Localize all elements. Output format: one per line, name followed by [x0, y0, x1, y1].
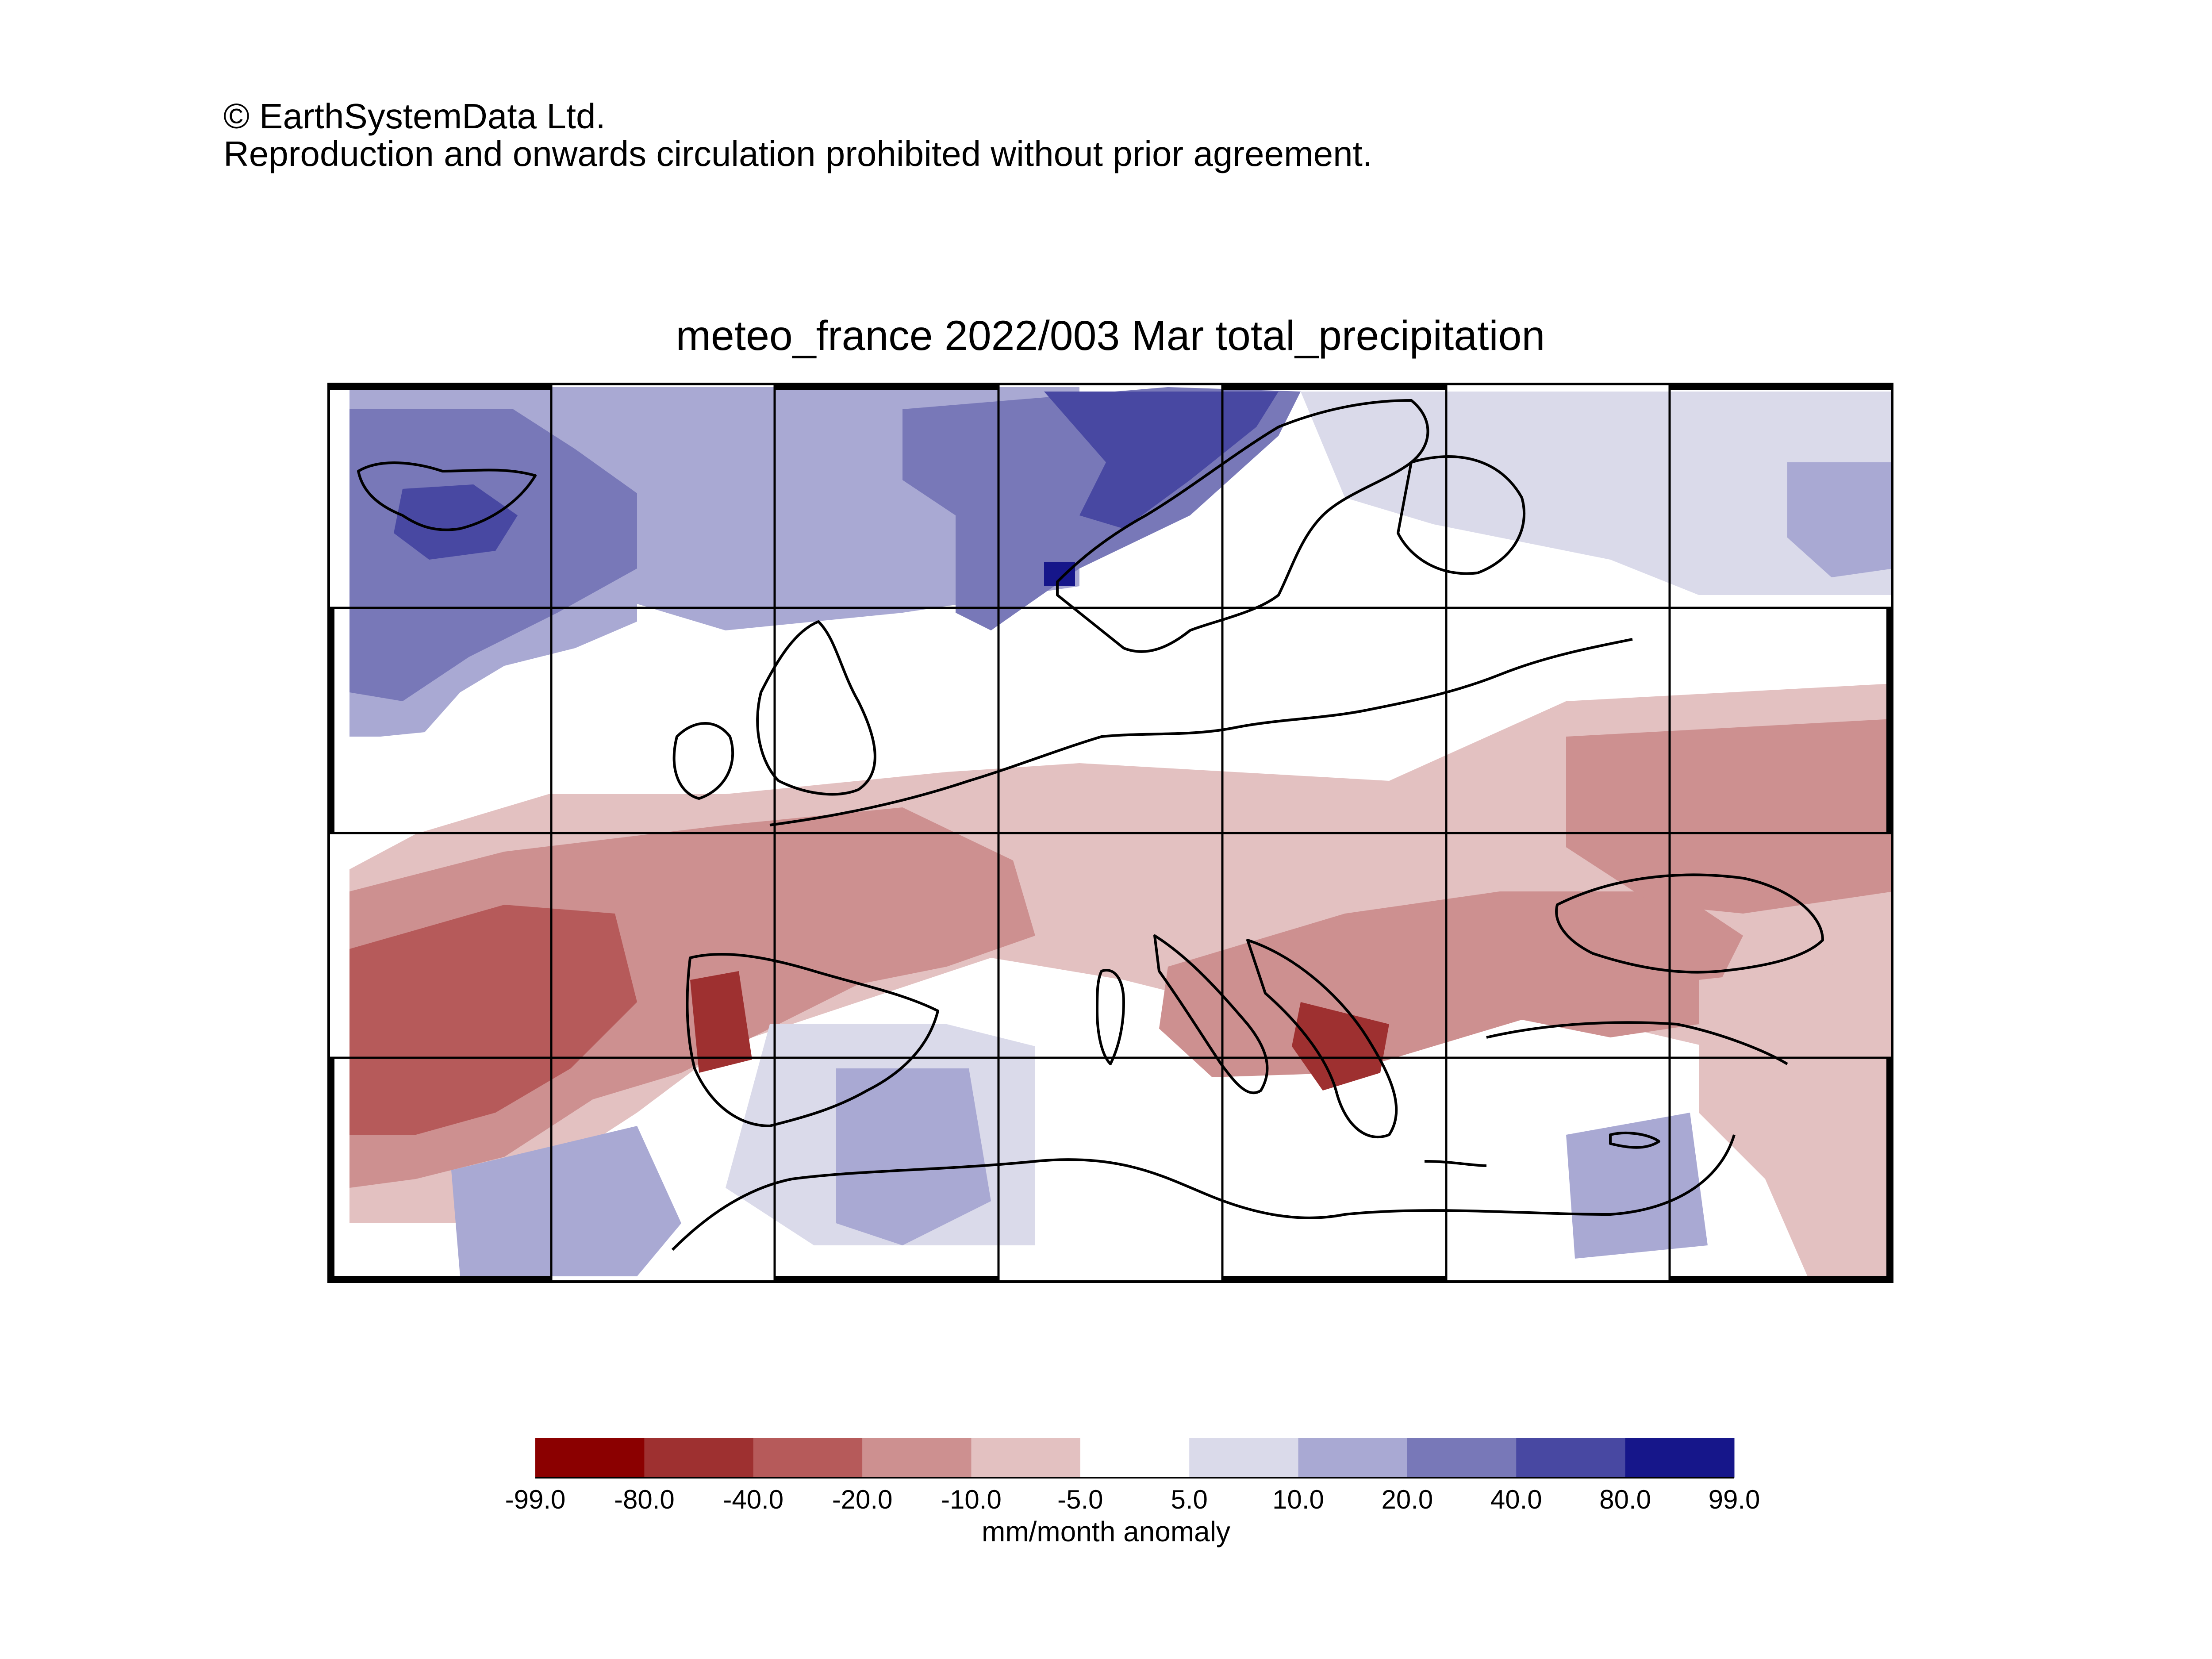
region-iceland-core — [394, 484, 518, 560]
frame-tick-segment — [327, 608, 334, 833]
frame-ticks — [327, 383, 1893, 1283]
coast-balkans-greece — [1246, 939, 1398, 1138]
region-adriatic-core — [1292, 1002, 1389, 1091]
region-morocco-wet — [451, 1126, 681, 1276]
graticule-grid — [327, 383, 1893, 1283]
frame-tick-segment — [1222, 383, 1446, 390]
copyright-line-1: © EarthSystemData Ltd. — [223, 96, 606, 136]
coastlines — [357, 399, 1824, 1251]
colorbar-swatch — [862, 1438, 972, 1478]
frame-tick-segment — [1886, 1058, 1893, 1283]
coast-north-africa — [671, 1134, 1736, 1251]
frame-tick-segment — [775, 1276, 998, 1283]
coast-sardinia-corsica — [1096, 969, 1125, 1065]
colorbar-unit-label: mm/month anomaly — [982, 1516, 1230, 1548]
coast-crete — [1424, 1160, 1487, 1167]
frame-tick-segment — [327, 1276, 551, 1283]
region-portugal-core — [690, 971, 752, 1073]
region-east-med-dry — [1699, 958, 1893, 1281]
region-iceland-wet — [349, 409, 637, 701]
colorbar-tick-label: -10.0 — [941, 1485, 1002, 1514]
frame-tick-segment — [327, 383, 551, 390]
colorbar-tick-label: 20.0 — [1382, 1485, 1433, 1514]
region-algeria-wet — [836, 1068, 991, 1245]
map-title: meteo_france 2022/003 Mar total_precipit… — [676, 312, 1545, 359]
coast-ireland — [672, 722, 734, 800]
colorbar-swatch — [1625, 1438, 1735, 1478]
coast-cyprus — [1609, 1131, 1660, 1149]
colorbar-tick-label: -80.0 — [614, 1485, 675, 1514]
coast-british-isles — [756, 620, 876, 796]
coast-western-europe — [769, 638, 1633, 826]
colorbar-tick-label: 80.0 — [1599, 1485, 1651, 1514]
colorbar-tick-label: 99.0 — [1709, 1485, 1760, 1514]
colorbar-tick-label: -5.0 — [1057, 1485, 1103, 1514]
frame-tick-segment — [327, 1058, 334, 1283]
colorbar-swatch — [1298, 1438, 1408, 1478]
region-levant-wet — [1566, 1113, 1708, 1259]
colorbar-tick-label: 10.0 — [1272, 1485, 1324, 1514]
colorbar-swatch — [971, 1438, 1081, 1478]
frame-tick-segment — [1670, 383, 1893, 390]
colorbar-swatch — [644, 1438, 754, 1478]
region-baltic-wet — [1301, 392, 1893, 595]
frame-tick-segment — [775, 383, 998, 390]
region-turkey-dry — [1566, 719, 1893, 914]
colorbar: -99.0 -80.0 -40.0 -20.0 -10.0 -5.0 5.0 10.0 20.0… — [505, 1438, 1760, 1514]
frame-tick-segment — [1886, 608, 1893, 833]
colorbar-tick-label: -99.0 — [505, 1485, 566, 1514]
precipitation-anomaly-map — [327, 383, 1893, 1283]
colorbar-swatch — [1516, 1438, 1626, 1478]
region-russia-wet — [1787, 462, 1893, 577]
coast-iberia — [686, 952, 939, 1127]
colorbar-swatch — [1189, 1438, 1299, 1478]
colorbar-swatch — [1080, 1438, 1190, 1478]
region-norway-peak — [1044, 562, 1075, 586]
colorbar-tick-label: 5.0 — [1171, 1485, 1207, 1514]
coast-finland — [1397, 455, 1526, 575]
coast-turkey — [1486, 1021, 1788, 1065]
colorbar-swatch — [753, 1438, 863, 1478]
colorbar-tick-label: -20.0 — [832, 1485, 893, 1514]
copyright-line-2: Reproduction and onwards circulation pro… — [223, 134, 1373, 173]
frame-tick-segment — [1222, 1276, 1446, 1283]
colorbar-tick-label: 40.0 — [1490, 1485, 1542, 1514]
coast-iceland — [357, 461, 537, 531]
region-europe-dry-light — [349, 684, 1893, 1223]
region-atlantic-iberia-core — [349, 905, 637, 1135]
coast-black-sea — [1555, 873, 1824, 974]
frame-tick-segment — [1670, 1276, 1893, 1283]
colorbar-tick-label: -40.0 — [723, 1485, 783, 1514]
colorbar-swatch — [1407, 1438, 1517, 1478]
coast-scandinavia — [1056, 399, 1429, 653]
colorbar-swatch — [535, 1438, 645, 1478]
region-norway-core — [1044, 392, 1279, 529]
copyright-notice: © EarthSystemData Ltd. Reproduction and … — [223, 97, 1372, 173]
coast-italy — [1153, 934, 1269, 1094]
